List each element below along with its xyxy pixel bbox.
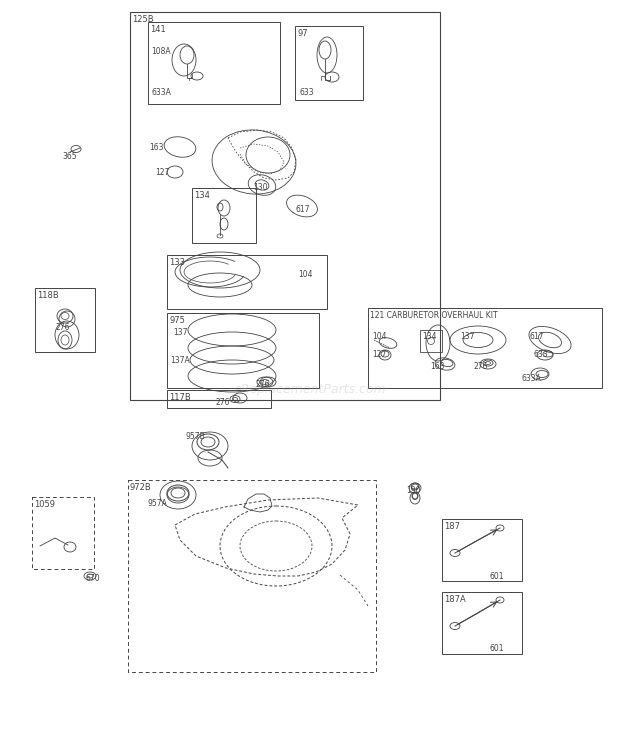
Text: 633A: 633A [522, 374, 542, 383]
Text: 276: 276 [56, 323, 71, 332]
Bar [420, 330, 442, 352]
Text: 118B: 118B [37, 291, 59, 300]
Text: 104: 104 [372, 332, 386, 341]
Text: 163: 163 [430, 362, 445, 371]
Text: 617: 617 [295, 205, 309, 214]
Bar [167, 390, 271, 408]
Text: 276: 276 [215, 398, 229, 407]
Text: 130: 130 [253, 183, 267, 192]
Text: 125B: 125B [132, 15, 154, 24]
Text: 190: 190 [406, 486, 420, 495]
Text: 127: 127 [372, 350, 386, 359]
Text: 276: 276 [474, 362, 489, 371]
Bar [295, 26, 363, 100]
Bar [128, 480, 376, 672]
Text: 137: 137 [460, 332, 474, 341]
Text: 97: 97 [297, 29, 308, 38]
Text: 133: 133 [169, 258, 185, 267]
Text: eReplacementParts.com: eReplacementParts.com [234, 383, 386, 397]
Text: 134: 134 [194, 191, 210, 200]
Text: 633A: 633A [151, 88, 171, 97]
Text: 187A: 187A [444, 595, 466, 604]
Text: 617: 617 [530, 332, 544, 341]
Text: 127: 127 [155, 168, 169, 177]
Text: 137: 137 [173, 328, 187, 337]
Bar [442, 519, 522, 581]
Text: 633: 633 [533, 350, 547, 359]
Text: 187: 187 [444, 522, 460, 531]
Text: 141: 141 [150, 25, 166, 34]
Bar [130, 12, 440, 400]
Text: 601: 601 [490, 572, 505, 581]
Text: 670: 670 [86, 574, 100, 583]
Bar [368, 308, 602, 388]
Text: 276: 276 [255, 380, 270, 389]
Text: 163: 163 [149, 143, 164, 152]
Text: 957B: 957B [186, 432, 206, 441]
Bar [35, 288, 95, 352]
Bar [167, 313, 319, 388]
Text: 108A: 108A [151, 47, 171, 56]
Bar [32, 497, 94, 569]
Text: 121 CARBURETOR OVERHAUL KIT: 121 CARBURETOR OVERHAUL KIT [370, 311, 498, 320]
Bar [192, 188, 256, 243]
Text: 365: 365 [62, 152, 77, 161]
Text: 117B: 117B [169, 393, 191, 402]
Text: 601: 601 [490, 644, 505, 653]
Bar [148, 22, 280, 104]
Bar [167, 255, 327, 309]
Text: 957A: 957A [148, 499, 168, 508]
Text: 104: 104 [298, 270, 312, 279]
Text: 137A: 137A [170, 356, 190, 365]
Text: 972B: 972B [130, 483, 152, 492]
Text: 633: 633 [299, 88, 314, 97]
Bar [442, 592, 522, 654]
Text: 1059: 1059 [34, 500, 55, 509]
Text: 134: 134 [422, 332, 436, 341]
Text: 975: 975 [169, 316, 185, 325]
